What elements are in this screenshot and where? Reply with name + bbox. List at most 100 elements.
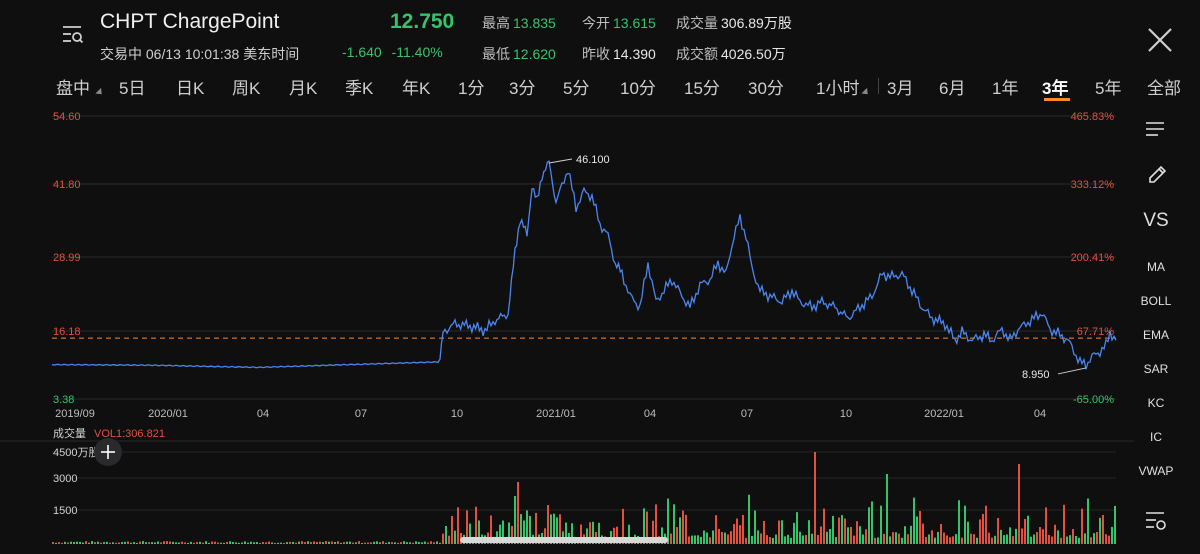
indicator-boll[interactable]: BOLL: [1140, 294, 1172, 308]
indicator-ema[interactable]: EMA: [1142, 328, 1169, 342]
volume-bar: [193, 542, 195, 544]
volume-bar: [826, 531, 828, 544]
volume-bar: [202, 542, 204, 544]
tab-period-4[interactable]: 月K: [289, 79, 318, 98]
volume-bar: [724, 532, 726, 544]
volume-bar: [286, 542, 288, 544]
volume-bar: [928, 534, 930, 544]
price-chart[interactable]: 54.60 465.83% 41.80 333.12% 28.99 200.41% 16.1…: [0, 100, 1134, 554]
indicator-ma[interactable]: MA: [1147, 260, 1165, 274]
tab-period-17[interactable]: 3年: [1042, 79, 1069, 98]
volume-bar: [802, 535, 804, 544]
stat-high: 最高 13.835: [482, 13, 556, 33]
volume-y-label: 1500: [53, 505, 77, 517]
indicator-vs[interactable]: VS: [1143, 210, 1169, 231]
volume-bar: [721, 532, 723, 544]
volume-bar: [385, 542, 387, 544]
volume-bar: [1039, 527, 1041, 544]
volume-bar: [898, 533, 900, 544]
volume-bar: [271, 542, 273, 544]
volume-bar: [508, 522, 510, 544]
tab-period-10[interactable]: 10分: [620, 79, 656, 98]
volume-bar: [697, 535, 699, 544]
volume-bar: [796, 512, 798, 544]
volume-bar: [748, 494, 750, 544]
indicator-vwap[interactable]: VWAP: [1138, 464, 1174, 478]
close-icon[interactable]: [1144, 24, 1176, 56]
volume-bar: [592, 521, 594, 544]
volume-bar: [685, 514, 687, 544]
volume-bar: [880, 505, 882, 544]
tab-period-3[interactable]: 周K: [232, 79, 261, 98]
volume-bar: [415, 541, 417, 544]
volume-bar: [943, 532, 945, 544]
quote-header: CHPT ChargePoint 交易中 06/13 10:01:38 美东时间…: [0, 0, 1200, 70]
volume-bar: [142, 541, 144, 544]
volume-bar: [304, 542, 306, 544]
dropdown-corner-icon: [95, 87, 105, 98]
volume-bar: [850, 526, 852, 544]
y-left-label: 3.38: [53, 394, 74, 406]
tab-period-19[interactable]: 全部: [1147, 79, 1181, 98]
volume-bar: [775, 534, 777, 544]
volume-bar: [217, 542, 219, 544]
tab-period-9[interactable]: 5分: [563, 79, 590, 98]
volume-bar: [1063, 504, 1065, 544]
volume-bar: [163, 541, 165, 544]
x-axis-label: 2021/01: [536, 408, 576, 420]
volume-bar: [1078, 537, 1080, 544]
volume-bar: [700, 536, 702, 544]
volume-bar: [280, 542, 282, 544]
tab-period-1[interactable]: 5日: [119, 79, 146, 98]
volume-bar: [709, 537, 711, 544]
volume-bar: [517, 482, 519, 544]
pencil-icon[interactable]: [1146, 164, 1168, 186]
volume-bar: [244, 541, 246, 544]
indicator-kc[interactable]: KC: [1147, 396, 1165, 410]
tab-period-12[interactable]: 30分: [748, 79, 784, 98]
volume-bar: [817, 534, 819, 544]
volume-bar: [295, 542, 297, 544]
tab-period-13[interactable]: 1小时: [816, 79, 860, 98]
volume-bar: [787, 534, 789, 544]
volume-bar: [1006, 534, 1008, 544]
tab-period-8[interactable]: 3分: [509, 79, 536, 98]
volume-bar: [1087, 498, 1089, 544]
y-right-label: 465.83%: [1071, 111, 1115, 123]
volume-bar: [265, 542, 267, 544]
tab-period-16[interactable]: 1年: [992, 79, 1019, 98]
x-axis-label: 2022/01: [924, 408, 964, 420]
volume-bar: [121, 542, 123, 544]
volume-bar: [442, 533, 444, 544]
stat-value: 306.89万股: [721, 15, 792, 31]
volume-bar: [388, 542, 390, 544]
indicator-sar[interactable]: SAR: [1143, 362, 1169, 376]
tab-period-18[interactable]: 5年: [1095, 79, 1122, 98]
menu-search-icon[interactable]: [60, 22, 84, 46]
tab-period-15[interactable]: 6月: [939, 79, 966, 98]
volume-bar: [301, 541, 303, 544]
volume-bar: [613, 527, 615, 544]
indicator-ic[interactable]: IC: [1150, 430, 1162, 444]
volume-bar: [316, 541, 318, 544]
tab-period-14[interactable]: 3月: [887, 79, 914, 98]
volume-bar: [838, 517, 840, 544]
volume-bar: [688, 536, 690, 544]
volume-bar: [184, 542, 186, 544]
settings-list-icon[interactable]: [1144, 510, 1168, 532]
volume-bar: [511, 525, 513, 544]
list-icon[interactable]: [1144, 120, 1166, 138]
x-axis-label: 04: [1034, 408, 1046, 420]
chart-scroll-handle[interactable]: [460, 537, 668, 543]
volume-bar: [670, 533, 672, 544]
tab-period-11[interactable]: 15分: [684, 79, 720, 98]
tab-period-0[interactable]: 盘中: [56, 79, 90, 98]
tab-period-6[interactable]: 年K: [402, 79, 431, 98]
tab-period-7[interactable]: 1分: [458, 79, 485, 98]
volume-bar: [949, 537, 951, 544]
tab-period-2[interactable]: 日K: [176, 79, 205, 98]
volume-bar: [865, 529, 867, 544]
volume-bar: [1015, 528, 1017, 544]
volume-bar: [1084, 533, 1086, 544]
tab-period-5[interactable]: 季K: [345, 79, 374, 98]
